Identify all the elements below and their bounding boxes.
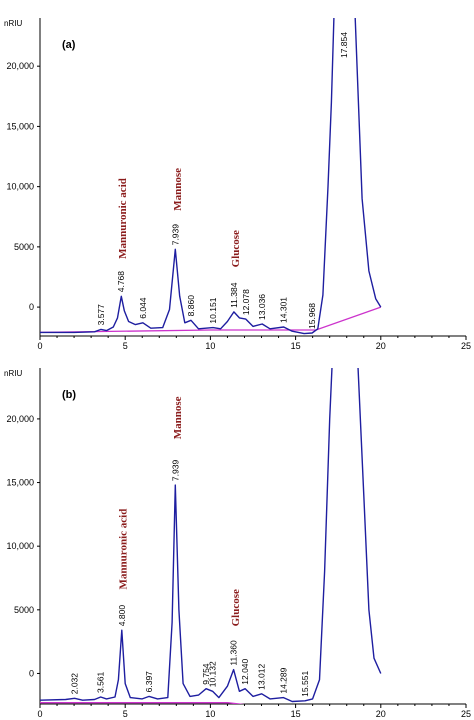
x-tick-label: 0 (37, 709, 42, 719)
peak-time-label: 8.860 (186, 295, 196, 317)
compound-label: Mannose (172, 168, 184, 211)
x-tick-label: 10 (205, 341, 215, 351)
baseline-line (40, 702, 245, 704)
peak-time-label: 2.032 (70, 673, 80, 695)
y-tick-label: 10,000 (6, 541, 34, 551)
baseline-line (40, 306, 382, 334)
peak-time-label: 13.036 (257, 294, 267, 320)
signal-series-line (40, 18, 382, 335)
y-tick-label: 15,000 (6, 121, 34, 131)
y-axis-unit-label: nRIU (4, 19, 22, 28)
y-tick-label: 5000 (14, 242, 34, 252)
x-tick-label: 10 (205, 709, 215, 719)
y-tick-label: 20,000 (6, 61, 34, 71)
panel-label: (a) (62, 39, 76, 51)
peak-time-label: 14.301 (279, 297, 289, 323)
chart-panel-2: nRIU 0 5000 10,000 15,000 20,000 0 5 10 15 20 25 (b)… (4, 368, 471, 719)
peak-time-label: 3.577 (96, 304, 106, 326)
x-tick-label: 0 (37, 341, 42, 351)
y-tick-label: 0 (29, 302, 34, 312)
peak-time-label: 11.384 (229, 282, 239, 308)
y-tick-label: 0 (29, 668, 34, 678)
peak-time-label: 15.551 (300, 671, 310, 697)
x-tick-label: 20 (376, 341, 386, 351)
peak-time-label: 14.289 (278, 667, 288, 693)
signal-series-line (40, 368, 382, 703)
panel-label: (b) (62, 389, 76, 401)
peak-time-label: 6.397 (144, 671, 154, 693)
peak-time-label: 17.854 (339, 32, 349, 58)
y-tick-label: 15,000 (6, 478, 34, 488)
peak-time-label: 15.968 (307, 303, 317, 329)
peak-time-label: 11.360 (229, 640, 239, 666)
x-tick-label: 5 (123, 709, 128, 719)
x-tick-label: 15 (291, 341, 301, 351)
x-tick-label: 20 (376, 709, 386, 719)
x-tick-label: 25 (461, 341, 471, 351)
peak-time-label: 13.012 (257, 664, 267, 690)
compound-label: Glucose (230, 589, 242, 626)
peak-time-label: 12.078 (241, 289, 251, 315)
y-tick-label: 5000 (14, 605, 34, 615)
x-tick-label: 15 (291, 709, 301, 719)
peak-time-label: 9.754 (201, 663, 211, 685)
chart-panel-1: nRIU 0 5000 10,000 15,000 20,000 0 5 10 15 20 25 (a)… (4, 18, 471, 351)
y-axis-unit-label: nRIU (4, 369, 22, 378)
peak-time-label: 10.151 (208, 297, 218, 323)
y-tick-label: 10,000 (6, 182, 34, 192)
compound-label: Mannose (172, 396, 184, 439)
peak-time-label: 10.132 (208, 661, 218, 687)
peak-time-label: 4.768 (116, 271, 126, 293)
compound-label: Mannuronic acid (118, 509, 130, 590)
peak-time-label: 3.561 (96, 671, 106, 693)
x-tick-label: 5 (123, 341, 128, 351)
peak-time-label: 7.939 (170, 224, 180, 246)
x-tick-label: 25 (461, 709, 471, 719)
peak-time-label: 7.939 (170, 460, 180, 482)
compound-label: Mannuronic acid (117, 178, 129, 259)
y-tick-label: 20,000 (6, 414, 34, 424)
compound-label: Glucose (230, 230, 242, 267)
peak-time-label: 12.040 (240, 658, 250, 684)
peak-time-label: 6.044 (138, 297, 148, 319)
peak-time-label: 4.800 (117, 605, 127, 627)
